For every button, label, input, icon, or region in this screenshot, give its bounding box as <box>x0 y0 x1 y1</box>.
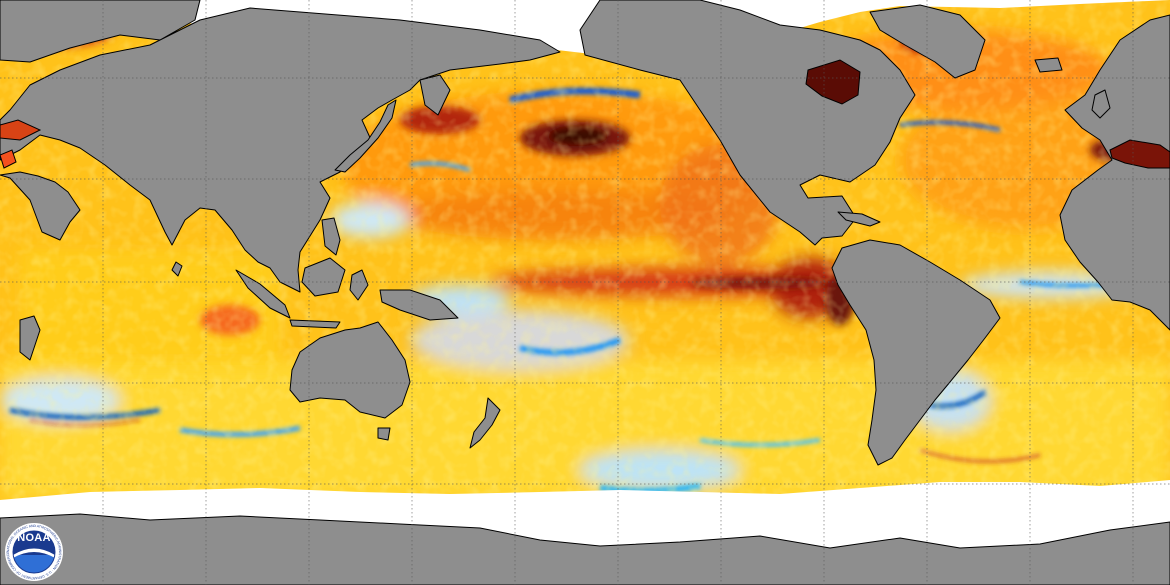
land-new-zealand <box>469 397 501 449</box>
land-europe-africa <box>1059 14 1170 331</box>
land-madagascar <box>19 315 41 361</box>
caspian-sea <box>0 149 17 169</box>
logo-sea <box>13 555 55 573</box>
land-australia <box>289 321 411 419</box>
black-sea <box>0 119 42 141</box>
land-tasmania <box>377 427 391 441</box>
land-eurasia <box>0 0 561 293</box>
land-new-guinea <box>379 289 459 321</box>
mediterranean-sea <box>1109 139 1170 169</box>
noaa-logo: NATIONAL OCEANIC AND ATMOSPHERIC ADMINIS… <box>4 522 64 582</box>
land-sulawesi <box>349 269 369 301</box>
land-java <box>289 319 341 329</box>
noaa-seagull-logo-icon: NATIONAL OCEANIC AND ATMOSPHERIC ADMINIS… <box>5 523 63 581</box>
land-kamchatka <box>419 74 451 116</box>
land-antarctica <box>0 513 1170 585</box>
hudson-bay <box>805 59 861 105</box>
land-philippines <box>321 217 341 256</box>
land-sri-lanka <box>171 261 183 277</box>
land-cuba <box>837 211 881 227</box>
land-british-isles <box>1091 89 1111 119</box>
land-south-america <box>831 239 1001 466</box>
inland-seas <box>0 59 1170 169</box>
land-japan <box>334 99 397 173</box>
land-north-america <box>579 0 916 246</box>
land-arabia <box>0 171 81 241</box>
land-iceland <box>1034 57 1063 73</box>
land-greenland <box>869 4 986 79</box>
land-borneo <box>301 257 346 297</box>
logo-bird <box>13 548 55 558</box>
